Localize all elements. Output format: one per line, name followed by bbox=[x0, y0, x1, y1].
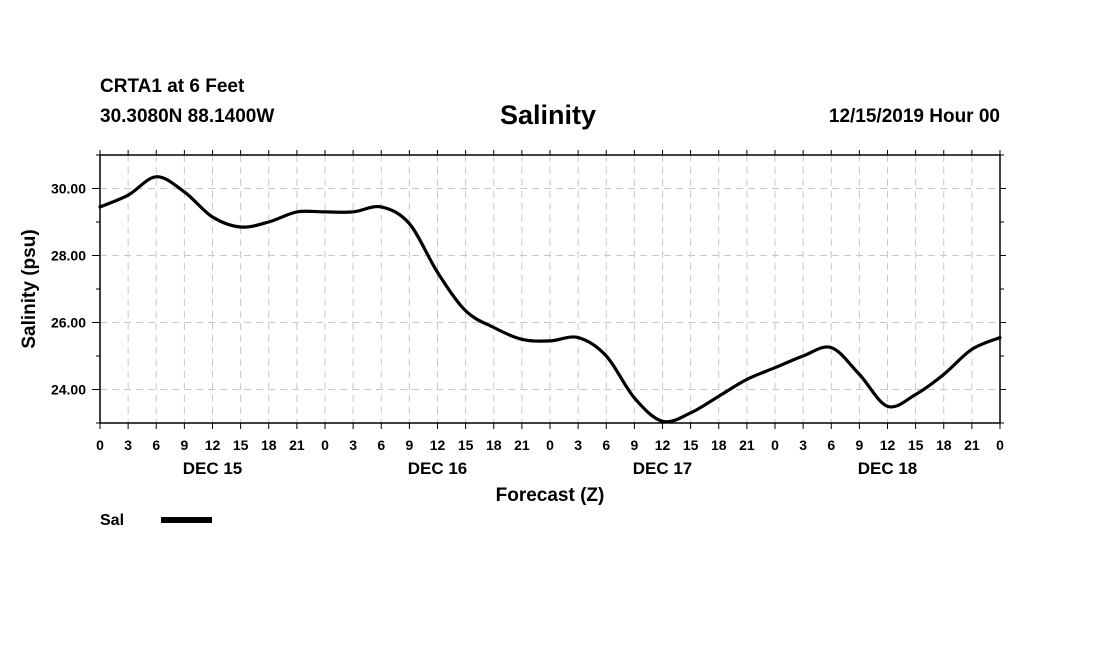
data-point bbox=[914, 393, 917, 396]
x-tick-label: 21 bbox=[964, 437, 980, 453]
x-tick-label: 18 bbox=[261, 437, 277, 453]
x-tick-label: 15 bbox=[683, 437, 699, 453]
x-tick-label: 0 bbox=[321, 437, 329, 453]
data-point bbox=[239, 225, 242, 229]
x-tick-label: 12 bbox=[205, 437, 221, 453]
data-point bbox=[520, 338, 524, 341]
station-label: CRTA1 at 6 Feet bbox=[100, 76, 245, 97]
x-tick-label: 0 bbox=[771, 437, 779, 453]
x-tick-label: 9 bbox=[180, 437, 188, 453]
day-label: DEC 15 bbox=[183, 459, 243, 478]
day-label: DEC 16 bbox=[408, 459, 468, 478]
coordinates-label: 30.3080N 88.1400W bbox=[100, 106, 275, 127]
x-tick-label: 6 bbox=[152, 437, 160, 453]
y-tick-label: 24.00 bbox=[51, 382, 86, 398]
data-point bbox=[351, 210, 355, 214]
data-point bbox=[295, 210, 299, 214]
x-tick-label: 15 bbox=[908, 437, 924, 453]
data-point bbox=[126, 194, 130, 197]
day-label: DEC 17 bbox=[633, 459, 693, 478]
data-point bbox=[661, 420, 664, 423]
y-tick-label: 30.00 bbox=[51, 181, 86, 197]
day-label: DEC 18 bbox=[858, 459, 918, 478]
data-point bbox=[858, 373, 861, 376]
grid bbox=[100, 155, 1000, 423]
x-tick-label: 12 bbox=[430, 437, 446, 453]
x-tick-label: 3 bbox=[574, 437, 582, 453]
data-point bbox=[633, 396, 636, 400]
data-point bbox=[801, 354, 805, 358]
data-point bbox=[605, 354, 608, 358]
data-point bbox=[408, 222, 411, 225]
data-point bbox=[717, 395, 720, 398]
x-tick-label: 6 bbox=[602, 437, 610, 453]
x-tick-label: 15 bbox=[233, 437, 249, 453]
forecast-datetime: 12/15/2019 Hour 00 bbox=[828, 106, 1000, 127]
x-tick-label: 18 bbox=[486, 437, 502, 453]
data-point bbox=[492, 326, 495, 329]
data-point bbox=[436, 271, 439, 274]
x-tick-label: 9 bbox=[855, 437, 863, 453]
data-point bbox=[886, 405, 889, 408]
x-tick-label: 6 bbox=[377, 437, 385, 453]
x-tick-label: 18 bbox=[936, 437, 952, 453]
x-tick-label: 0 bbox=[996, 437, 1004, 453]
data-point bbox=[773, 366, 777, 369]
x-axis-title: Forecast (Z) bbox=[496, 485, 605, 506]
chart-title: Salinity bbox=[500, 100, 597, 130]
legend-label: Sal bbox=[100, 512, 124, 529]
x-tick-label: 3 bbox=[124, 437, 132, 453]
y-tick-label: 28.00 bbox=[51, 248, 86, 264]
y-tick-label: 26.00 bbox=[51, 315, 86, 331]
data-point bbox=[745, 378, 749, 381]
x-tick-label: 18 bbox=[711, 437, 727, 453]
x-tick-label: 6 bbox=[827, 437, 835, 453]
tick-labels: 0 3 6 9 12 15 18 21 0 3 6 9 12 15 18 21 0 3 6 9 12 15 18 21 0 3 6 9… bbox=[51, 181, 1004, 479]
x-tick-label: 3 bbox=[799, 437, 807, 453]
legend: Sal bbox=[100, 512, 212, 529]
data-point bbox=[548, 339, 552, 343]
data-point bbox=[689, 411, 692, 415]
x-tick-label: 3 bbox=[349, 437, 357, 453]
data-point bbox=[211, 215, 214, 219]
x-tick-label: 12 bbox=[655, 437, 671, 453]
data-point bbox=[970, 348, 974, 351]
data-point bbox=[267, 220, 270, 224]
x-tick-label: 0 bbox=[96, 437, 104, 453]
data-point bbox=[464, 309, 467, 312]
plot-frame bbox=[99, 154, 1001, 424]
data-point bbox=[183, 190, 186, 194]
x-tick-label: 21 bbox=[739, 437, 755, 453]
series-layer bbox=[98, 175, 1002, 424]
x-tick-label: 21 bbox=[514, 437, 530, 453]
data-point bbox=[830, 346, 833, 349]
y-axis-title: Salinity (psu) bbox=[19, 229, 40, 348]
x-tick-label: 12 bbox=[880, 437, 896, 453]
data-point bbox=[576, 336, 580, 339]
x-tick-label: 15 bbox=[458, 437, 474, 453]
data-point bbox=[942, 373, 945, 376]
x-tick-label: 9 bbox=[630, 437, 638, 453]
data-point bbox=[323, 210, 327, 214]
data-point bbox=[155, 175, 158, 178]
x-tick-label: 9 bbox=[405, 437, 413, 453]
x-tick-label: 21 bbox=[289, 437, 305, 453]
data-point bbox=[380, 205, 383, 209]
x-tick-label: 0 bbox=[546, 437, 554, 453]
